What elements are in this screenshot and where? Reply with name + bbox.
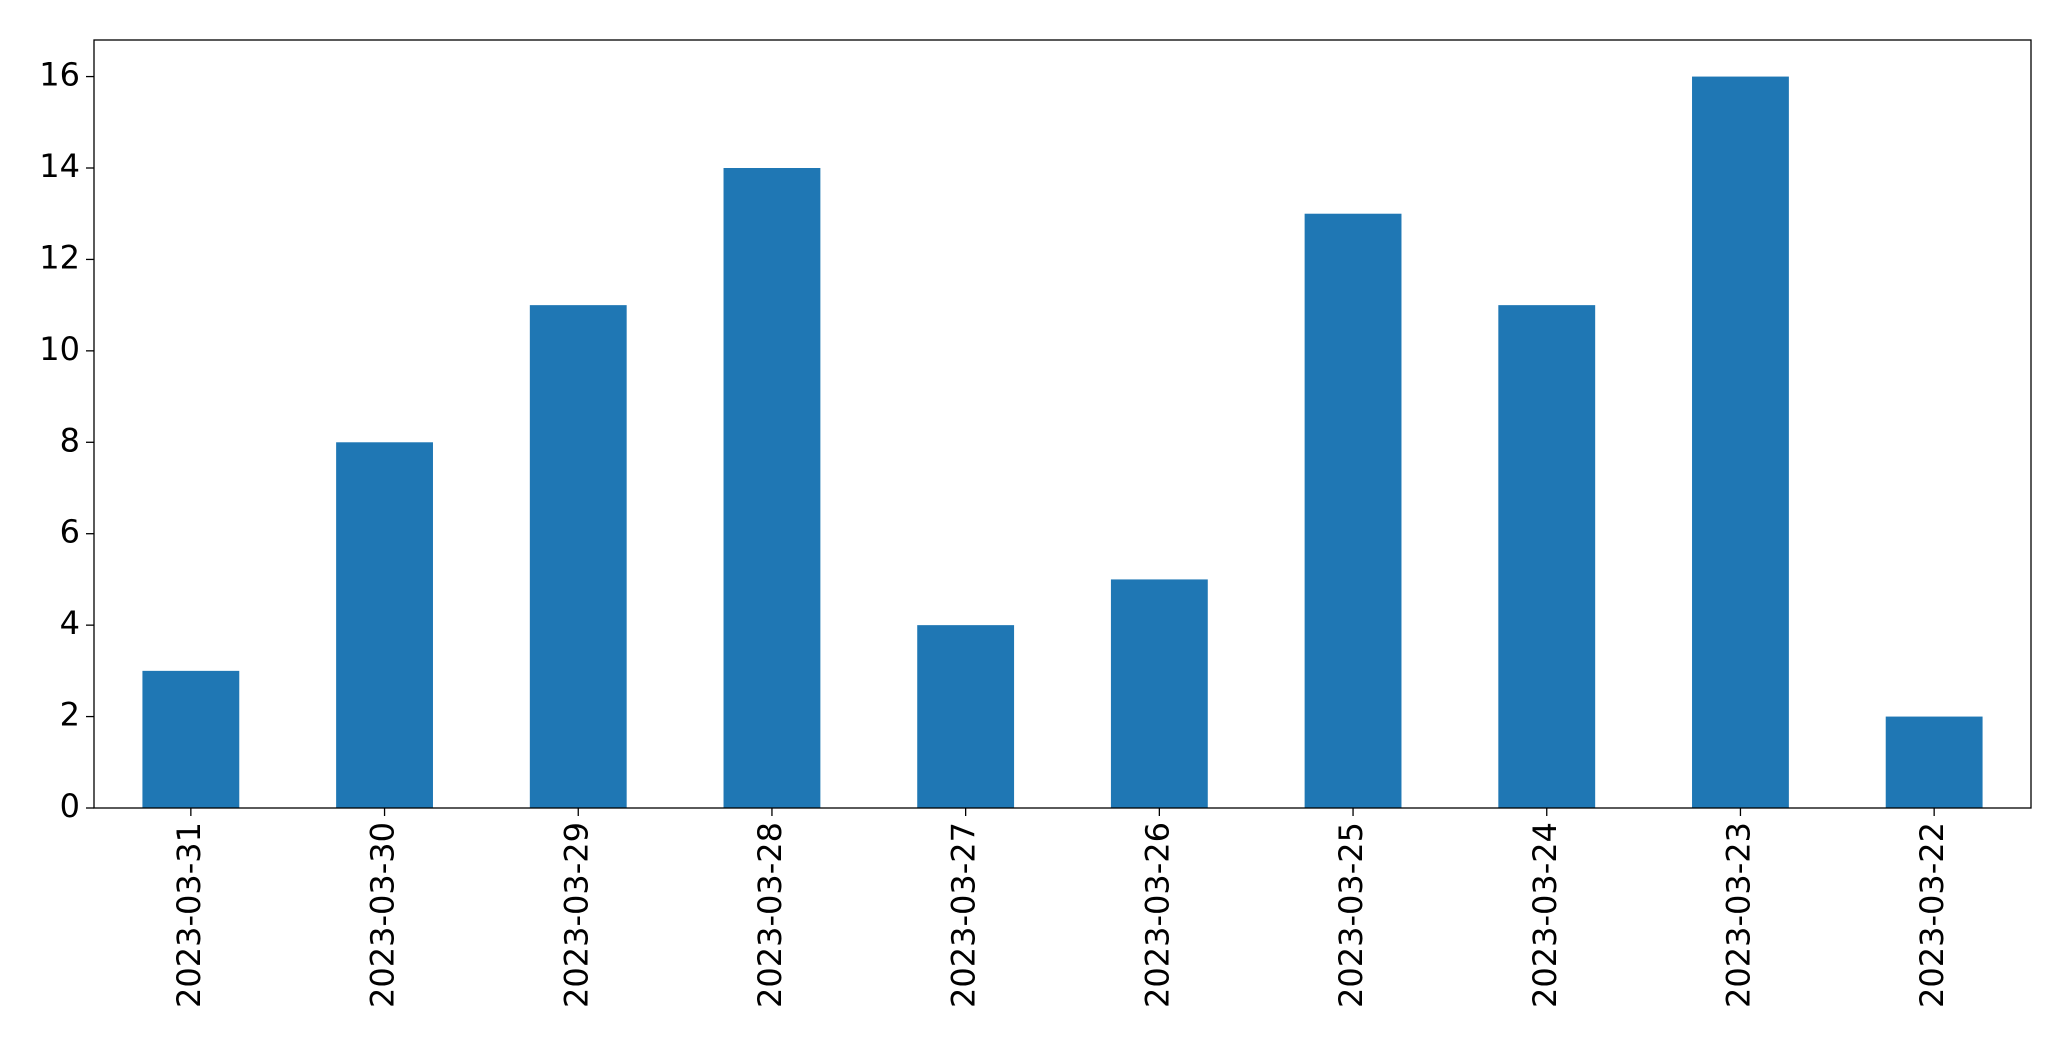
bar <box>1110 579 1208 808</box>
y-tick-label: 6 <box>60 513 80 551</box>
x-tick-label: 2023-03-23 <box>1719 822 1757 1008</box>
x-tick-label: 2023-03-27 <box>945 822 983 1008</box>
y-tick-label: 14 <box>39 147 80 185</box>
bar <box>917 625 1015 808</box>
x-tick-label: 2023-03-22 <box>1913 822 1951 1008</box>
y-tick-label: 12 <box>39 238 80 276</box>
x-tick-label: 2023-03-28 <box>751 822 789 1008</box>
bar <box>336 442 433 808</box>
bar <box>1498 305 1596 808</box>
y-tick-label: 8 <box>60 421 80 459</box>
plot-frame <box>93 39 2032 809</box>
x-tick-label: 2023-03-31 <box>170 822 208 1008</box>
x-tick-label: 2023-03-30 <box>364 822 402 1008</box>
y-tick-label: 10 <box>39 330 80 368</box>
x-tick-label: 2023-03-26 <box>1138 822 1176 1008</box>
bar <box>1304 213 1402 808</box>
x-tick-label: 2023-03-29 <box>557 822 595 1008</box>
y-tick-label: 4 <box>60 604 80 642</box>
bar <box>1692 76 1789 809</box>
bar <box>1885 716 1983 808</box>
y-tick-label: 0 <box>60 787 80 825</box>
bar <box>723 168 821 808</box>
bar <box>529 305 627 808</box>
bar <box>142 670 240 808</box>
y-tick-label: 2 <box>60 696 80 734</box>
y-tick-label: 16 <box>39 56 80 94</box>
x-tick-label: 2023-03-25 <box>1332 822 1370 1008</box>
x-tick-label: 2023-03-24 <box>1526 822 1564 1008</box>
